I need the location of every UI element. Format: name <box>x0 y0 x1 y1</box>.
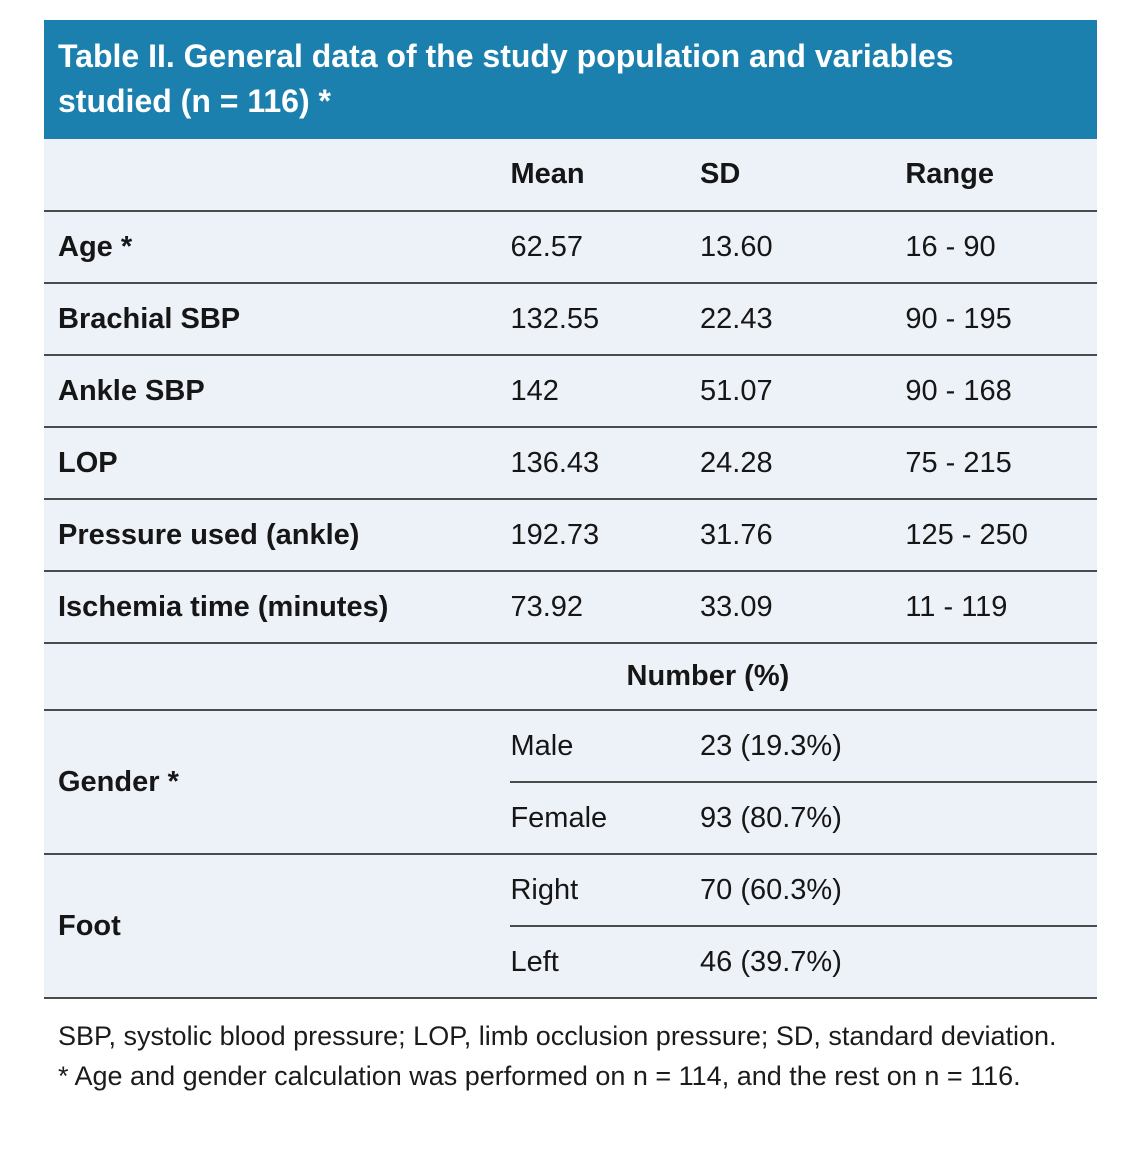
table-row-foot-right: Foot Right 70 (60.3%) <box>44 854 1097 999</box>
number-percent-header: Number (%) <box>510 643 906 711</box>
table-title: Table II. General data of the study popu… <box>58 38 954 119</box>
footnotes: SBP, systolic blood pressure; LOP, limb … <box>44 999 1097 1097</box>
sd-value: 31.76 <box>700 499 906 572</box>
column-header-sd: SD <box>700 139 906 212</box>
range-value: 90 - 168 <box>905 355 1097 428</box>
sd-value: 51.07 <box>700 355 906 428</box>
row-label: LOP <box>44 427 511 500</box>
empty-cell <box>905 643 1097 711</box>
row-label: Age * <box>44 211 511 284</box>
range-value: 16 - 90 <box>905 211 1097 284</box>
row-label: Ischemia time (minutes) <box>44 571 511 644</box>
count-value: 93 (80.7%) <box>700 782 906 855</box>
range-value: 90 - 195 <box>905 283 1097 356</box>
footnote-asterisk: * Age and gender calculation was perform… <box>58 1060 1021 1091</box>
empty-cell <box>905 782 1097 855</box>
sd-value: 13.60 <box>700 211 906 284</box>
category-label: Right <box>510 854 700 927</box>
data-table: Mean SD Range Age * 62.57 13.60 16 - 90 … <box>44 139 1097 999</box>
range-value: 75 - 215 <box>905 427 1097 500</box>
column-header-mean: Mean <box>510 139 700 212</box>
count-value: 23 (19.3%) <box>700 710 906 783</box>
row-label: Brachial SBP <box>44 283 511 356</box>
table-row-age: Age * 62.57 13.60 16 - 90 <box>44 211 1097 284</box>
empty-cell <box>44 643 511 711</box>
sd-value: 22.43 <box>700 283 906 356</box>
table-row-gender-male: Gender * Male 23 (19.3%) <box>44 710 1097 855</box>
row-label: Pressure used (ankle) <box>44 499 511 572</box>
mean-value: 136.43 <box>510 427 700 500</box>
category-label: Female <box>510 782 700 855</box>
column-header-range: Range <box>905 139 1097 212</box>
table-title-bar: Table II. General data of the study popu… <box>44 20 1097 139</box>
empty-cell <box>905 710 1097 783</box>
mean-value: 132.55 <box>510 283 700 356</box>
empty-cell <box>905 854 1097 927</box>
count-value: 46 (39.7%) <box>700 926 906 999</box>
count-value: 70 (60.3%) <box>700 854 906 927</box>
table-row-pressure-used: Pressure used (ankle) 192.73 31.76 125 -… <box>44 499 1097 572</box>
table-row-ischemia-time: Ischemia time (minutes) 73.92 33.09 11 -… <box>44 571 1097 644</box>
category-label: Male <box>510 710 700 783</box>
footnote-abbreviations: SBP, systolic blood pressure; LOP, limb … <box>58 1021 1057 1051</box>
range-value: 11 - 119 <box>905 571 1097 644</box>
table-row-foot-left: Left 46 (39.7%) <box>44 926 1097 999</box>
sd-value: 33.09 <box>700 571 906 644</box>
table-row-lop: LOP 136.43 24.28 75 - 215 <box>44 427 1097 500</box>
group-label-gender: Gender * <box>44 710 511 855</box>
column-header-row: Mean SD Range <box>44 139 1097 212</box>
table-row-ankle-sbp: Ankle SBP 142 51.07 90 - 168 <box>44 355 1097 428</box>
number-percent-header-row: Number (%) <box>44 643 1097 711</box>
table-row-gender-female: Female 93 (80.7%) <box>44 782 1097 855</box>
mean-value: 192.73 <box>510 499 700 572</box>
empty-cell <box>905 926 1097 999</box>
category-label: Left <box>510 926 700 999</box>
group-label-foot: Foot <box>44 854 511 999</box>
table-row-brachial-sbp: Brachial SBP 132.55 22.43 90 - 195 <box>44 283 1097 356</box>
corner-cell <box>44 139 511 212</box>
mean-value: 142 <box>510 355 700 428</box>
range-value: 125 - 250 <box>905 499 1097 572</box>
mean-value: 73.92 <box>510 571 700 644</box>
table-figure: Table II. General data of the study popu… <box>44 20 1097 1097</box>
mean-value: 62.57 <box>510 211 700 284</box>
row-label: Ankle SBP <box>44 355 511 428</box>
sd-value: 24.28 <box>700 427 906 500</box>
